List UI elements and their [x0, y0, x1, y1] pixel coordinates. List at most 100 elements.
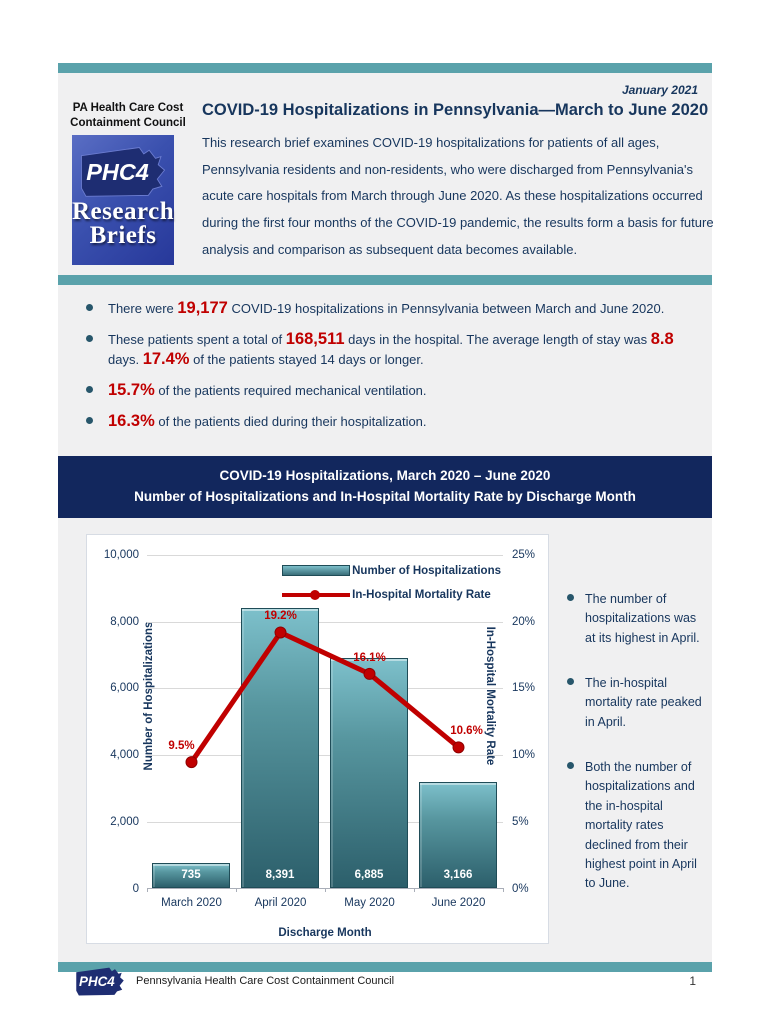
- bullet-dot-icon: [86, 417, 93, 425]
- line-series-swatch: [282, 589, 351, 600]
- x-category-label: May 2020: [344, 896, 395, 909]
- highlight-value: 16.3%: [108, 412, 155, 431]
- x-axis-tick-mark: [503, 887, 504, 892]
- org-name-line1: PA Health Care Cost: [72, 102, 184, 114]
- side-note-item: The in-hospital mortality rate peaked in…: [567, 674, 702, 732]
- right-axis-tick-label: 15%: [512, 682, 536, 695]
- bullet-marker: [567, 758, 585, 894]
- research-briefs-wordmark: Research Briefs: [72, 197, 175, 250]
- key-finding-item: There were 19,177 COVID-19 hospitalizati…: [86, 299, 696, 319]
- side-note-text: The number of hospitalizations was at it…: [585, 591, 700, 645]
- x-axis-tick-mark: [236, 887, 237, 892]
- legend-item-hospitalizations: Number of Hospitalizations: [282, 565, 501, 577]
- bullet-dot-icon: [567, 593, 574, 601]
- left-axis-tick-label: 6,000: [110, 682, 139, 695]
- hospitalizations-bar: 735: [152, 863, 230, 888]
- phc4-acronym-text: PHC4: [86, 159, 149, 185]
- left-axis-tick-label: 8,000: [110, 615, 139, 628]
- bar-column: 735: [147, 554, 236, 888]
- bullet-marker: [567, 590, 585, 648]
- key-finding-text: 15.7% of the patients required mechanica…: [108, 381, 427, 401]
- bullet-dot-icon: [86, 386, 93, 394]
- key-finding-text: 16.3% of the patients died during their …: [108, 412, 427, 432]
- side-note-item: The number of hospitalizations was at it…: [567, 590, 702, 648]
- chart-title-bar: COVID-19 Hospitalizations, March 2020 – …: [58, 455, 712, 518]
- highlight-value: 15.7%: [108, 381, 155, 400]
- gridline: [147, 821, 503, 823]
- highlight-value: 8.8: [650, 330, 674, 349]
- svg-text:PHC4: PHC4: [79, 974, 115, 989]
- mortality-point-marker: [452, 741, 465, 754]
- right-axis-tick-label: 10%: [512, 749, 536, 762]
- key-finding-text: These patients spent a total of 168,511 …: [108, 330, 696, 370]
- bullet-dot-icon: [86, 335, 93, 343]
- document-title: COVID-19 Hospitalizations in Pennsylvani…: [202, 101, 709, 119]
- finding-text-segment: There were: [108, 300, 178, 316]
- footer: PHC4 Pennsylvania Health Care Cost Conta…: [58, 947, 712, 997]
- x-axis-title: Discharge Month: [278, 926, 372, 939]
- highlight-value: 17.4%: [142, 350, 190, 369]
- mortality-point-marker: [274, 626, 287, 639]
- bullet-marker: [567, 674, 585, 732]
- bullet-dot-icon: [567, 677, 574, 685]
- mortality-point-marker: [185, 755, 198, 768]
- x-category-label: April 2020: [254, 896, 307, 909]
- bar-series-swatch: [282, 565, 351, 577]
- line-marker-icon: [310, 589, 321, 600]
- header-section: January 2021 PA Health Care Cost Contain…: [58, 73, 714, 275]
- x-axis-tick-mark: [414, 887, 415, 892]
- side-note-item: Both the number of hospitalizations and …: [567, 758, 702, 894]
- key-finding-item: 16.3% of the patients died during their …: [86, 412, 696, 432]
- right-axis-tick-label: 25%: [512, 548, 536, 561]
- mortality-line-path: [189, 629, 461, 764]
- chart-section: Number of Hospitalizations In-Hospital M…: [58, 517, 712, 962]
- publication-date: January 2021: [621, 83, 698, 97]
- bar-value-label: 735: [181, 868, 201, 881]
- right-axis-tick-label: 20%: [512, 615, 536, 628]
- content-column: January 2021 PA Health Care Cost Contain…: [58, 63, 714, 972]
- finding-text-segment: days in the hospital. The average length…: [344, 332, 651, 348]
- left-axis-tick-label: 2,000: [110, 815, 139, 828]
- x-axis-tick-mark: [325, 887, 326, 892]
- key-finding-item: 15.7% of the patients required mechanica…: [86, 381, 696, 401]
- left-axis-tick-label: 4,000: [110, 749, 139, 762]
- legend-label-hospitalizations: Number of Hospitalizations: [352, 564, 501, 577]
- mortality-value-label: 16.1%: [353, 651, 386, 664]
- top-accent-bar: [58, 63, 712, 73]
- bottom-accent-bar: [58, 961, 712, 972]
- chart-title-line2: Number of Hospitalizations and In-Hospit…: [134, 489, 636, 505]
- intro-paragraph: This research brief examines COVID-19 ho…: [202, 135, 714, 257]
- bar-column: 8,391: [236, 554, 325, 888]
- side-note-text: Both the number of hospitalizations and …: [585, 760, 697, 891]
- side-note-text: The in-hospital mortality rate peaked in…: [585, 675, 702, 729]
- org-name-line2: Containment Council: [70, 116, 186, 129]
- left-axis-tick-label: 10,000: [103, 548, 139, 561]
- mortality-point-marker: [363, 667, 376, 680]
- mortality-value-label: 19.2%: [264, 610, 297, 623]
- bullet-marker: [86, 381, 108, 401]
- logo-column: PA Health Care Cost Containment Council …: [68, 101, 188, 265]
- x-axis-tick-mark: [147, 887, 148, 892]
- key-findings-list: There were 19,177 COVID-19 hospitalizati…: [58, 284, 712, 456]
- bullet-dot-icon: [86, 303, 93, 311]
- page-number: 1: [689, 974, 696, 988]
- key-finding-text: There were 19,177 COVID-19 hospitalizati…: [108, 299, 664, 319]
- finding-text-segment: of the patients died during their hospit…: [154, 414, 427, 430]
- gridline: [147, 755, 503, 757]
- highlight-value: 168,511: [285, 330, 345, 349]
- bullet-marker: [86, 299, 108, 319]
- gridline: [147, 688, 503, 690]
- hospitalizations-bar: 3,166: [419, 782, 497, 888]
- bar-value-label: 8,391: [265, 868, 295, 881]
- x-category-label: March 2020: [161, 896, 222, 909]
- x-category-label: June 2020: [431, 896, 486, 909]
- footer-phc4-logo-icon: PHC4: [76, 967, 124, 996]
- legend-item-mortality: In-Hospital Mortality Rate: [282, 589, 501, 601]
- mortality-value-label: 10.6%: [450, 725, 483, 738]
- finding-text-segment: These patients spent a total of: [108, 332, 286, 348]
- right-axis-tick-label: 0%: [512, 882, 529, 895]
- bullet-dot-icon: [567, 762, 574, 770]
- mortality-rate-line: [185, 626, 465, 768]
- finding-text-segment: of the patients required mechanical vent…: [154, 383, 427, 399]
